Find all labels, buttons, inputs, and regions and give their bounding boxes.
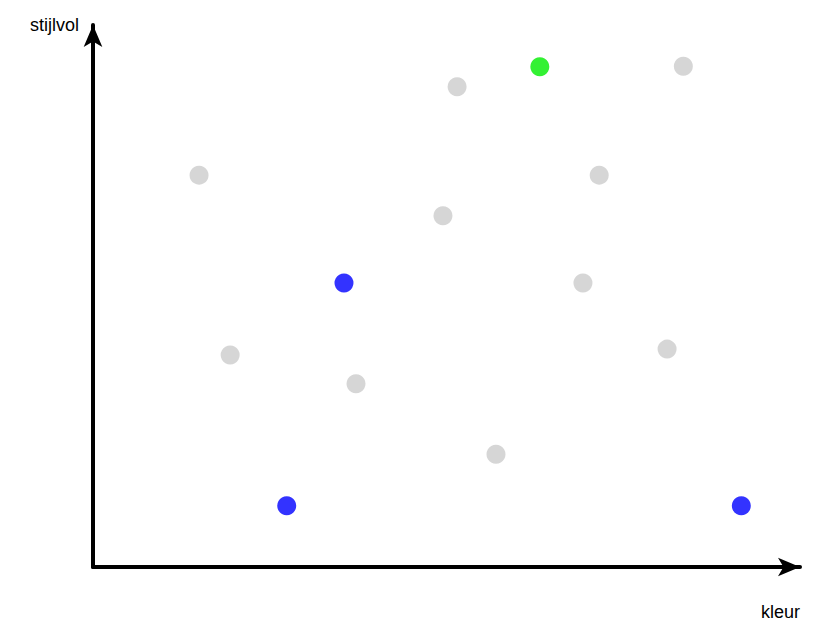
svg-text:kleur: kleur <box>761 602 800 622</box>
svg-text:stijlvol: stijlvol <box>30 15 79 35</box>
